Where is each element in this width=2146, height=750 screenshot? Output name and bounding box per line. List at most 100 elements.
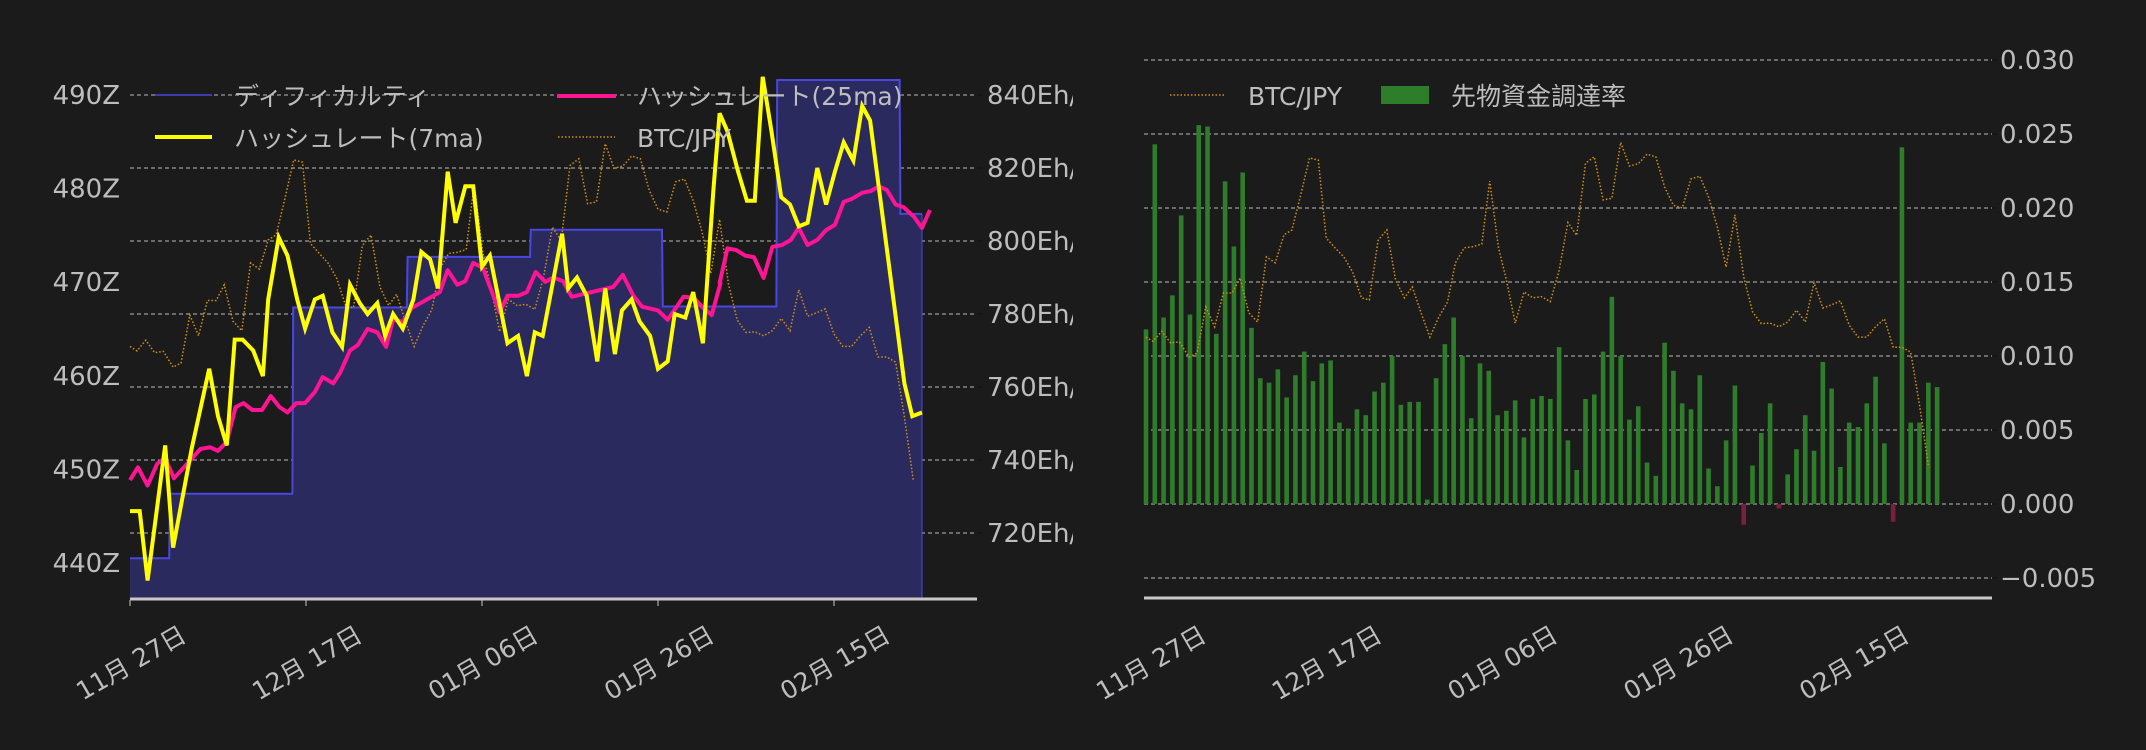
- y-tick-label: 0.020: [2000, 194, 2074, 224]
- y-tick-label: −0.005: [2000, 564, 2096, 594]
- hashrate-25ma-polyline: [128, 184, 932, 488]
- funding-rate-bar: [1284, 397, 1289, 504]
- funding-rate-bar: [1310, 381, 1316, 504]
- y-tick-label: 470Z: [53, 268, 120, 298]
- y-tick-label: 740Eh/s: [987, 446, 1073, 476]
- funding-rate-bar: [1759, 432, 1764, 504]
- funding-rate-bar: [1424, 499, 1430, 504]
- funding-rate-bar: [1460, 356, 1465, 504]
- funding-rate-bar: [1381, 382, 1386, 504]
- funding-rate-bar: [1917, 422, 1922, 504]
- funding-rate-bar: [1433, 378, 1439, 504]
- funding-rate-bar: [1468, 418, 1474, 504]
- difficulty-area: [130, 79, 923, 598]
- funding-rate-bar: [1354, 409, 1360, 504]
- funding-rate-bar: [1530, 398, 1536, 504]
- funding-rate-bar: [1495, 415, 1500, 504]
- funding-rate-bar: [1442, 344, 1448, 504]
- funding-rate-bar: [1697, 375, 1703, 504]
- funding-rate-bar: [1688, 409, 1694, 504]
- legend-hashrate-25ma-label: ハッシュレート(25ma): [637, 82, 903, 111]
- funding-rate-bar: [1723, 440, 1729, 504]
- funding-rate-bar: [1512, 400, 1518, 504]
- funding-rate-bar: [1345, 428, 1351, 504]
- funding-rate-bar: [1521, 437, 1527, 504]
- funding-rate-bar: [1741, 504, 1747, 525]
- difficulty-fill: [130, 80, 922, 598]
- legend-btc-jpy-label: BTC/JPY: [637, 124, 732, 153]
- funding-rate-bar: [1583, 398, 1588, 504]
- funding-rate-bar: [1609, 296, 1615, 504]
- funding-rate-bar: [1864, 403, 1870, 504]
- legend-funding-rate-swatch: [1381, 86, 1429, 104]
- x-axis: 11月 27日 12月 17日 01月 06日 01月 26日 02月 15日: [1091, 596, 1992, 706]
- hashrate-7ma-line: [130, 76, 923, 581]
- legend-difficulty-label: ディフィカルティ: [234, 82, 430, 111]
- y-tick-label: 440Z: [53, 549, 120, 579]
- funding-rate-bar: [1802, 415, 1808, 504]
- funding-rate-bar: [1152, 144, 1158, 505]
- y-tick-label: 0.000: [2000, 490, 2074, 520]
- funding-rate-bar: [1776, 504, 1782, 509]
- funding-rate-bar: [1398, 404, 1404, 504]
- legend-hashrate-7ma-label: ハッシュレート(7ma): [234, 124, 484, 153]
- funding-rate-bar: [1161, 317, 1166, 504]
- funding-rate-bar: [1715, 486, 1720, 504]
- funding-rate-bar: [1873, 376, 1878, 504]
- funding-rate-bar: [1750, 465, 1755, 504]
- funding-rate-bar: [1591, 394, 1597, 504]
- y-tick-label: 720Eh/s: [987, 519, 1073, 549]
- funding-rate-bar: [1548, 398, 1553, 504]
- y-tick-label: 0.025: [2000, 120, 2074, 150]
- funding-rate-bar: [1899, 147, 1905, 504]
- hashrate-7ma-polyline: [130, 76, 923, 581]
- funding-rate-bar: [1811, 450, 1817, 504]
- btc-jpy-polyline: [129, 143, 914, 480]
- y-tick-label: 0.015: [2000, 268, 2074, 298]
- y-tick-label: 760Eh/s: [987, 373, 1073, 403]
- funding-rate-bar: [1732, 385, 1738, 504]
- funding-rate-bar: [1838, 467, 1843, 504]
- funding-rate-bar: [1794, 449, 1799, 504]
- funding-rate-bar: [1222, 181, 1228, 505]
- funding-rate-bar: [1143, 329, 1149, 504]
- funding-rate-bar: [1706, 468, 1711, 504]
- btc-jpy-line: [1145, 139, 1930, 466]
- funding-rate-bar: [1855, 427, 1861, 504]
- funding-rate-bar: [1627, 419, 1632, 504]
- right-y-axis-hashrate: 720Eh/s 740Eh/s 760Eh/s 780Eh/s 800Eh/s 820Eh…: [977, 81, 1073, 549]
- funding-rate-bar: [1820, 361, 1826, 504]
- legend: ディフィカルティ ハッシュレート(7ma) ハッシュレート(25ma) BTC/…: [155, 82, 903, 153]
- btc-jpy-polyline: [1145, 139, 1930, 466]
- funding-rate-bar: [1249, 327, 1254, 504]
- funding-rate-bar: [1257, 378, 1263, 504]
- funding-rate-bar: [1600, 351, 1606, 504]
- y-tick-label: 480Z: [53, 175, 120, 205]
- btc-jpy-line: [129, 143, 914, 480]
- funding-rate-bar: [1372, 391, 1377, 504]
- legend-funding-rate-label: 先物資金調達率: [1451, 82, 1626, 111]
- funding-rate-bars: [1143, 125, 1940, 525]
- funding-rate-bar: [1214, 333, 1219, 504]
- funding-rate-bar: [1829, 388, 1834, 504]
- funding-rate-bar: [1926, 382, 1931, 504]
- y-tick-label: 780Eh/s: [987, 300, 1073, 330]
- y-tick-label: 0.005: [2000, 416, 2074, 446]
- funding-rate-bar: [1196, 125, 1202, 505]
- funding-rate-bar: [1635, 406, 1641, 504]
- y-tick-label: 450Z: [53, 455, 120, 485]
- y-tick-label: 0.030: [2000, 46, 2074, 76]
- x-tick-label: 11月 27日: [1091, 620, 1211, 706]
- funding-rate-bar: [1565, 440, 1571, 504]
- funding-rate-bar: [1556, 347, 1562, 504]
- funding-rate-bar: [1486, 370, 1492, 504]
- legend: BTC/JPY 先物資金調達率: [1170, 82, 1626, 111]
- legend-btc-jpy-label: BTC/JPY: [1248, 82, 1343, 111]
- funding-rate-bar: [1240, 172, 1245, 505]
- y-tick-label: 800Eh/s: [987, 227, 1073, 257]
- funding-rate-bar: [1882, 443, 1887, 504]
- funding-rate-bar: [1908, 422, 1914, 504]
- left-y-axis-difficulty: 440Z 450Z 460Z 470Z 480Z 490Z: [53, 81, 120, 579]
- funding-rate-bar: [1337, 422, 1342, 504]
